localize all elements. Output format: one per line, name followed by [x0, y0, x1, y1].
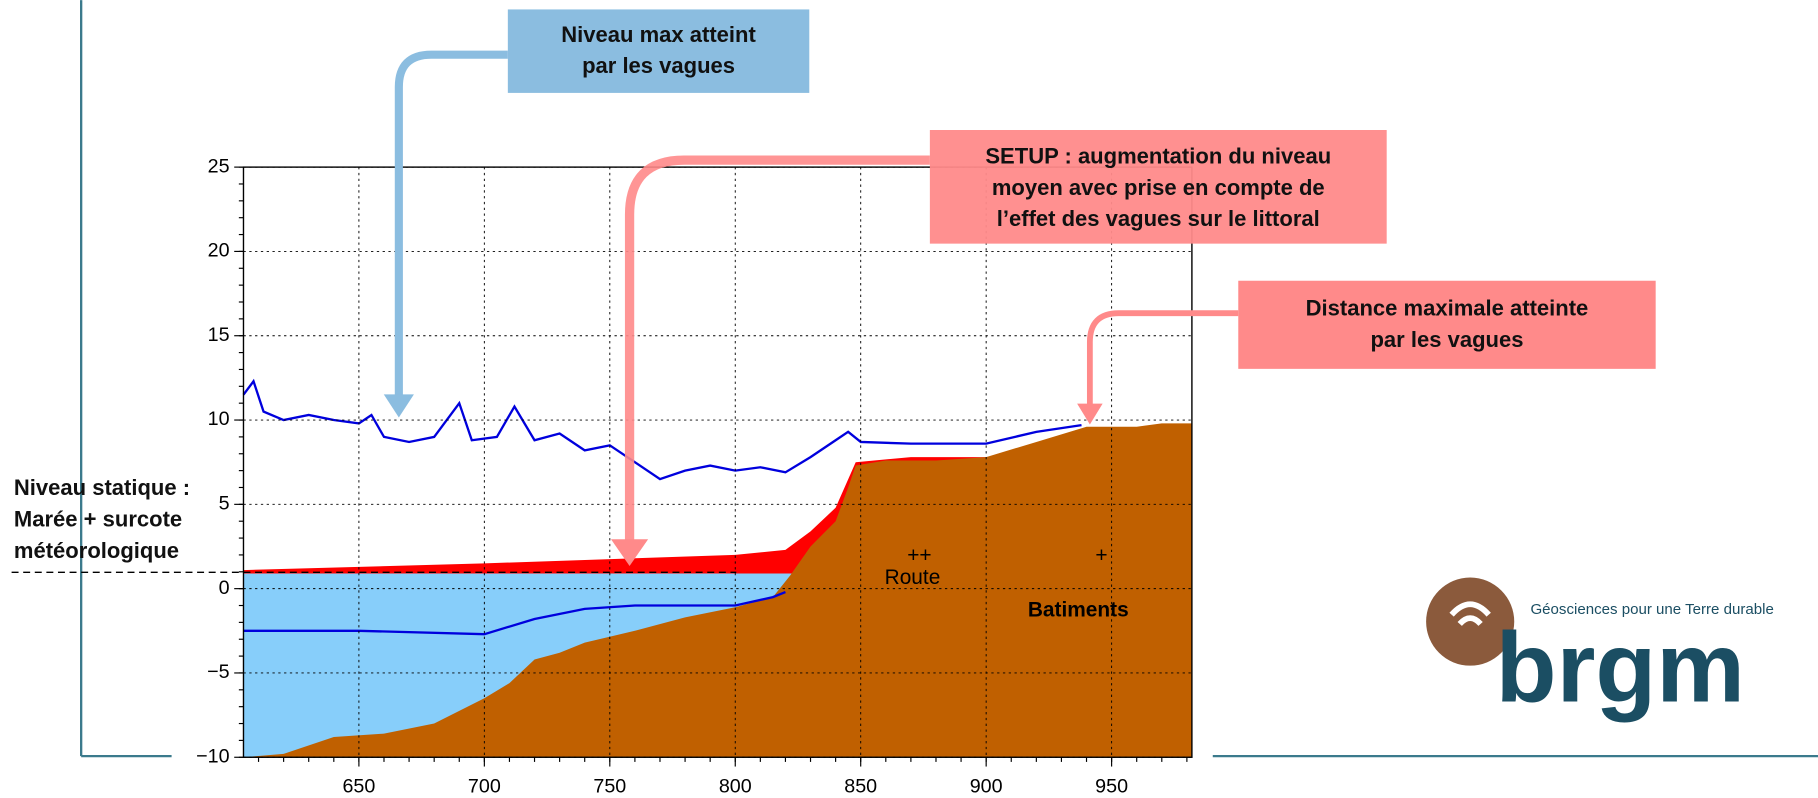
logo-name: brgm — [1496, 612, 1745, 723]
slide: −10 −5 0 5 10 15 20 25 650 700 750 800 850 900 950 ++R… — [0, 0, 1818, 798]
annotation-text: Marée + surcote — [14, 507, 182, 532]
annotation-box — [1238, 281, 1655, 369]
x-tick-label: 650 — [342, 776, 375, 798]
x-tick-label: 950 — [1095, 776, 1128, 798]
annotation-text: moyen avec prise en compte de — [992, 175, 1325, 200]
y-tick-label: 20 — [208, 240, 230, 262]
x-tick-label: 700 — [468, 776, 501, 798]
x-tick-label: 750 — [593, 776, 626, 798]
y-tick-label: −5 — [207, 661, 230, 683]
annotation-text: par les vagues — [582, 53, 735, 78]
y-tick-label: −10 — [196, 745, 229, 767]
logo: Géosciences pour une Terre durable brgm — [1426, 578, 1774, 724]
y-tick-label: 5 — [219, 493, 230, 515]
plot-label: + — [1095, 544, 1107, 567]
x-tick-label: 800 — [719, 776, 752, 798]
annotation-text: SETUP : augmentation du niveau — [985, 144, 1331, 169]
plot-label: Batiments — [1028, 599, 1129, 622]
plot-label: Route — [885, 566, 941, 589]
plot-label: ++ — [907, 544, 931, 567]
annotation-text: Niveau statique : — [14, 475, 190, 500]
plot: −10 −5 0 5 10 15 20 25 650 700 750 800 850 900 950 — [196, 155, 1192, 797]
annotation-text: Niveau max atteint — [561, 22, 756, 47]
y-tick-label: 0 — [219, 577, 230, 599]
annotation-text: par les vagues — [1370, 327, 1523, 352]
annotation-text: Distance maximale atteinte — [1306, 296, 1589, 321]
x-tick-label: 900 — [970, 776, 1003, 798]
y-tick-label: 25 — [208, 155, 230, 177]
x-tick-label: 850 — [844, 776, 877, 798]
annotation-text: l’effet des vagues sur le littoral — [997, 206, 1320, 231]
y-tick-label: 15 — [208, 324, 230, 346]
y-tick-label: 10 — [208, 408, 230, 430]
annotation-text: météorologique — [14, 538, 179, 563]
